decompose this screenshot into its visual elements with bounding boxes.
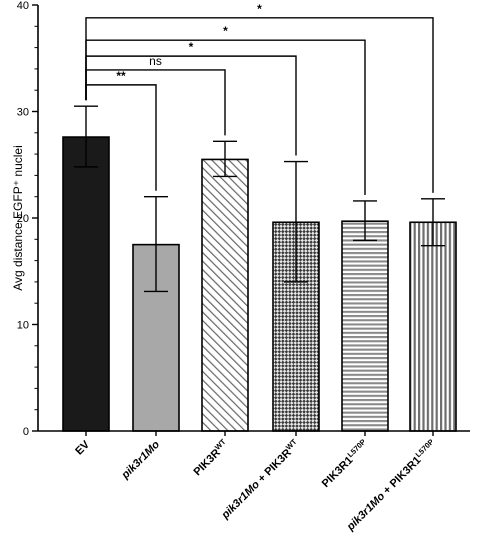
bar-4 <box>341 220 389 432</box>
y-tick-label: 40 <box>17 0 29 12</box>
significance-brackets: **ns*** <box>85 2 434 195</box>
label-superscript: L570P <box>345 437 367 459</box>
y-tick-label: 0 <box>23 426 29 438</box>
significance-label: * <box>223 24 228 38</box>
label-italic-part: pik3r1Mo <box>119 438 163 482</box>
x-axis <box>38 430 470 436</box>
y-tick-label: 20 <box>17 213 29 225</box>
x-tick-label: PIK3RWT <box>190 437 232 479</box>
bar-2 <box>201 158 249 432</box>
label-italic-part: pik3r1Mo <box>219 478 263 522</box>
x-tick-label: EV <box>73 438 92 457</box>
error-bars <box>74 105 445 293</box>
error-bar-1 <box>144 195 168 293</box>
bar-0 <box>62 136 110 432</box>
label-superscript: L570P <box>413 437 435 459</box>
label-rest: + PIK3R <box>254 447 294 487</box>
y-axis: 0 10 20 30 40 <box>17 0 39 438</box>
y-tick-label: 10 <box>17 320 29 332</box>
label-italic-part: pik3r1Mo <box>344 490 388 534</box>
significance-label: ns <box>149 54 162 68</box>
label-rest: + PIK3R1 <box>379 454 424 499</box>
error-bar-3 <box>284 160 308 283</box>
significance-bracket-4: * <box>85 2 434 193</box>
significance-bracket-2: * <box>85 40 297 156</box>
y-axis-title: Avg distance EGFP⁺ nuclei <box>11 145 25 291</box>
significance-label: * <box>189 40 194 54</box>
error-bar-2 <box>213 140 237 178</box>
error-bar-4 <box>353 200 377 242</box>
x-tick-label: pik3r1Mo + PIK3RWT <box>217 437 302 522</box>
significance-label: * <box>257 2 262 16</box>
bars <box>62 136 457 432</box>
y-tick-label: 30 <box>17 107 29 119</box>
significance-label: ** <box>116 69 126 83</box>
label-main: PIK3R1 <box>320 454 356 490</box>
error-bar-5 <box>421 198 445 247</box>
label-main: EV <box>73 438 92 457</box>
bar-5 <box>409 221 457 432</box>
x-tick-label: PIK3R1L570P <box>318 437 371 490</box>
error-bar-0 <box>74 105 98 168</box>
x-tick-label: pik3r1Mo <box>119 438 163 482</box>
